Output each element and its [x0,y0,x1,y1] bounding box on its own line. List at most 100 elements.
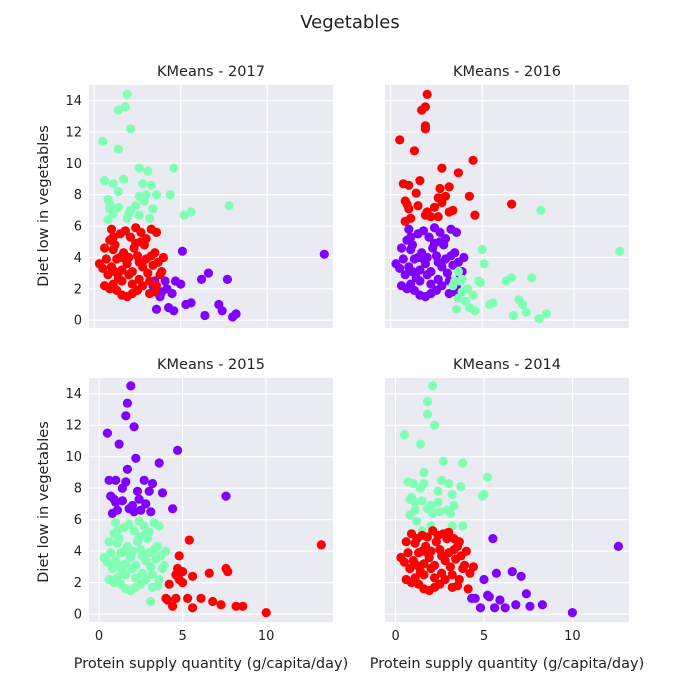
scatter-point-purple [406,245,416,255]
scatter-point-green [165,190,175,200]
y-tick-label: 14 [65,94,82,109]
scatter-point-purple [435,227,445,237]
scatter-point-purple [404,224,414,234]
scatter-point-green [154,521,164,531]
scatter-point-red [131,238,141,248]
scatter-point-purple [418,254,429,264]
scatter-point-green [102,557,112,567]
y-tick-label: 8 [74,482,82,497]
scatter-point-green [146,596,156,607]
scatter-point-green [106,548,116,558]
scatter-point-purple [400,270,410,280]
scatter-point-red [168,601,178,611]
scatter-point-red [454,574,464,585]
scatter-point-green [437,475,447,485]
scatter-point-green [108,179,118,189]
scatter-point-purple [147,478,158,489]
scatter-point-green [122,213,132,223]
y-tick-label: 0 [74,314,82,329]
plot-area-background [89,378,333,622]
scatter-point-green [457,274,467,284]
scatter-point-green [146,562,156,572]
scatter-point-red [155,270,165,280]
scatter-point-green [121,584,131,594]
scatter-point-purple [398,254,408,264]
scatter-point-green [104,537,114,547]
scatter-point-purple [136,505,146,515]
scatter-point-red [161,593,171,604]
subplot-3: 0 5 10 KMeans - 2014 [385,357,629,644]
scatter-point-purple [451,227,462,237]
scatter-point-purple [126,381,136,391]
scatter-point-purple [177,246,187,256]
scatter-point-purple [114,439,124,449]
scatter-point-purple [415,290,425,300]
scatter-point-purple [134,494,144,504]
scatter-point-red [221,563,231,574]
scatter-point-red [127,279,137,289]
y-tick-label: 6 [74,513,82,528]
scatter-point-red [110,267,120,277]
scatter-point-red [188,603,198,613]
scatter-point-green [412,516,422,526]
scatter-point-purple [196,274,207,284]
x-tick-label: 10 [258,629,275,644]
x-tick-label: 10 [564,629,581,644]
scatter-point-purple [221,491,231,501]
scatter-point-green [111,518,121,528]
scatter-point-red [134,257,144,267]
scatter-point-green [458,458,468,468]
scatter-point-purple [396,243,407,253]
scatter-point-red [468,155,478,165]
scatter-point-purple [433,274,443,284]
scatter-point-red [100,243,110,253]
scatter-point-green [399,430,409,440]
scatter-point-green [456,482,466,492]
scatter-point-red [261,608,271,618]
scatter-point-red [106,224,117,234]
scatter-point-green [108,209,118,219]
scatter-point-green [477,245,487,255]
scatter-point-green [527,273,537,283]
x-axis-label-left: Protein supply quantity (g/capita/day) [74,656,349,672]
scatter-point-purple [168,504,178,514]
scatter-point-red [120,254,130,264]
scatter-point-purple [170,276,181,286]
scatter-point-green [127,563,138,574]
scatter-point-red [158,252,168,263]
scatter-point-green [438,456,448,466]
scatter-point-purple [111,475,121,485]
x-tick-label: 0 [95,629,103,644]
scatter-point-green [541,309,552,319]
scatter-point-purple [173,445,183,455]
scatter-point-purple [426,279,436,289]
scatter-point-purple [537,600,548,610]
scatter-point-green [124,548,134,558]
scatter-point-red [419,559,429,569]
scatter-point-green [449,500,459,511]
scatter-point-green [113,187,123,197]
scatter-point-red [151,227,162,237]
scatter-point-purple [117,483,127,493]
scatter-point-red [164,579,174,589]
scatter-point-green [457,287,467,297]
scatter-point-red [431,537,441,547]
scatter-point-green [134,163,144,173]
scatter-point-green [113,105,123,115]
scatter-point-red [204,568,214,578]
scatter-point-green [131,573,141,583]
scatter-point-green [534,314,544,324]
scatter-point-green [415,483,425,493]
scatter-point-red [448,205,458,215]
scatter-point-purple [491,568,501,578]
scatter-point-green [161,546,171,556]
scatter-point-red [458,563,468,574]
scatter-point-purple [157,488,168,498]
scatter-point-green [105,199,115,209]
x-tick-label: 0 [391,629,399,644]
scatter-point-green [98,136,108,146]
y-axis-label-bottom: Diet low in vegetables [36,421,52,583]
scatter-point-red [125,232,136,242]
scatter-point-red [433,212,443,222]
scatter-point-green [453,267,463,277]
